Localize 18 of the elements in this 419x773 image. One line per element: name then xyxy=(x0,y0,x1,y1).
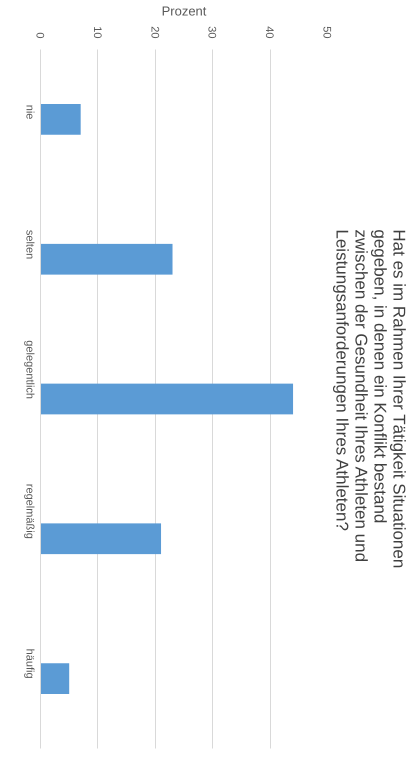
bar xyxy=(40,104,81,135)
y-tick-label: regelmäßig xyxy=(24,484,36,539)
y-tick-label: selten xyxy=(24,230,36,260)
x-tick-label: 40 xyxy=(263,26,276,39)
text: Hat es im Rahmen Ihrer Tätigkeit Situationen gegeben, in denen ein Konflikt bestand zwischen der Gesundheit Ihres Athleten und Leistungsanforderungen Ihres Athleten? xyxy=(332,229,408,568)
x-tick-label: 50 xyxy=(320,26,332,39)
bar xyxy=(40,663,70,694)
x-tick-label: 30 xyxy=(206,26,218,39)
x-tick-label: 0 xyxy=(34,32,46,39)
bar xyxy=(40,523,162,554)
x-axis-title: Prozent xyxy=(162,3,207,18)
y-tick-label: häufig xyxy=(24,648,36,679)
y-tick-label: gelegentlich xyxy=(24,340,36,400)
y-tick-label: nie xyxy=(24,104,36,120)
x-tick-label: 20 xyxy=(148,26,160,39)
bar xyxy=(40,384,294,414)
x-tick-label: 10 xyxy=(90,26,103,39)
bar xyxy=(40,244,173,275)
